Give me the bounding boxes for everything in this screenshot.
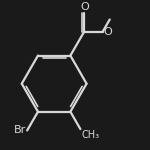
Text: CH₃: CH₃: [82, 130, 100, 140]
Text: O: O: [80, 2, 89, 12]
Text: O: O: [103, 27, 112, 37]
Text: Br: Br: [14, 125, 26, 135]
